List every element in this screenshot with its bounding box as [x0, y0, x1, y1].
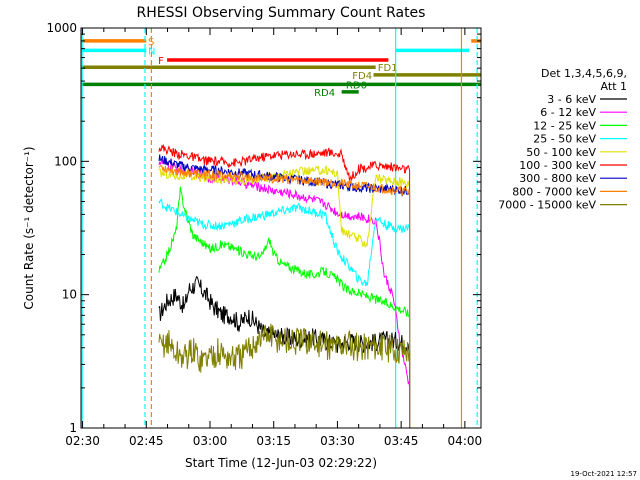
series-line-6: [158, 154, 411, 428]
flag-label-n: N: [148, 46, 155, 57]
x-tick-label-1: 02:45: [129, 434, 164, 448]
series-line-1: [158, 159, 411, 428]
x-tick-label-5: 03:45: [384, 434, 419, 448]
legend-label-7: 800 - 7000 keV: [512, 185, 596, 198]
x-tick-label-4: 03:30: [320, 434, 355, 448]
series-line-3: [158, 198, 411, 428]
y-axis-label: Count Rate (s⁻¹ detector⁻¹): [22, 146, 36, 309]
legend-label-0: 3 - 6 keV: [547, 93, 596, 106]
flag-label-fd4: FD4: [352, 71, 372, 82]
plot-frame: [80, 27, 482, 429]
legend-label-5: 100 - 300 keV: [519, 159, 596, 172]
y-tick-label-0: 1: [69, 421, 77, 435]
x-tick-label-6: 04:00: [448, 434, 483, 448]
legend-header-line1: Det 1,3,4,5,6,9,: [541, 67, 627, 80]
flag-label-f: F: [158, 56, 164, 67]
y-tick-label-1: 10: [62, 288, 77, 302]
legend-label-3: 25 - 50 keV: [533, 133, 596, 146]
flag-label-s: S: [148, 37, 154, 48]
legend-label-6: 300 - 800 keV: [519, 172, 596, 185]
chart-title: RHESSI Observing Summary Count Rates: [137, 5, 426, 21]
legend-label-1: 6 - 12 keV: [540, 106, 596, 119]
legend-label-2: 12 - 25 keV: [533, 119, 596, 132]
legend-label-8: 7000 - 15000 keV: [498, 199, 596, 212]
series-line-7: [158, 165, 411, 428]
x-axis-label: Start Time (12-Jun-03 02:29:22): [185, 456, 377, 470]
legend-header-line2: Att 1: [601, 80, 627, 93]
data-series: [158, 144, 411, 428]
series-line-2: [158, 186, 411, 428]
y-tick-label-3: 1000: [46, 21, 77, 35]
series-line-5: [158, 144, 411, 428]
x-tick-label-2: 03:00: [193, 434, 228, 448]
flag-label-rd0: RD0: [346, 80, 367, 91]
x-tick-label-3: 03:15: [256, 434, 291, 448]
series-line-8: [158, 323, 411, 428]
axes: 02:30 02:45 03:00 03:15 03:30 03:45 04:00 1 10 10…: [46, 21, 482, 448]
flag-label-fd1: FD1: [378, 63, 398, 74]
flag-label-rd4: RD4: [314, 88, 335, 99]
y-tick-label-2: 100: [54, 154, 77, 168]
generation-timestamp: 19-Oct-2021 12:57: [571, 470, 637, 478]
legend-label-4: 50 - 100 keV: [526, 146, 596, 159]
x-tick-label-0: 02:30: [65, 434, 100, 448]
